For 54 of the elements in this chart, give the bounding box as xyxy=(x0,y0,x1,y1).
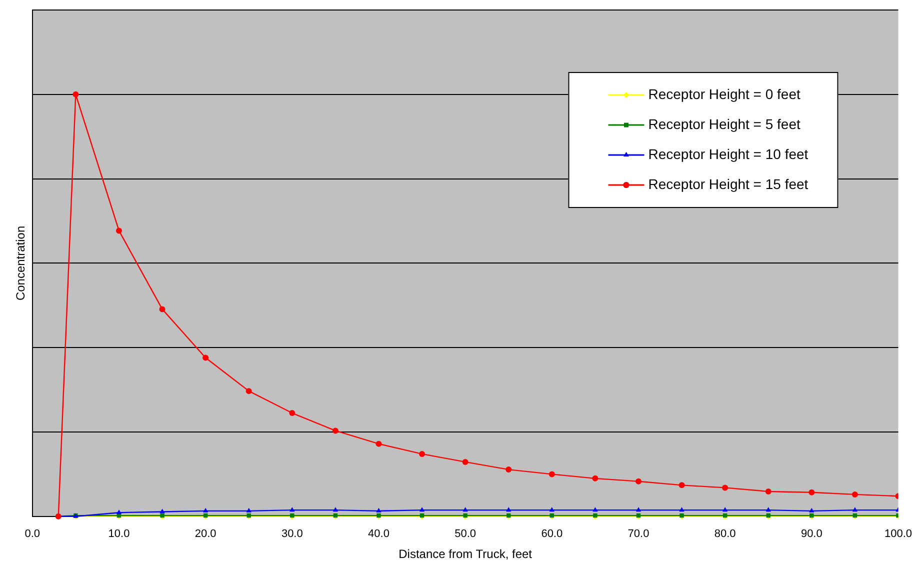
point xyxy=(462,458,468,465)
legend-label: Receptor Height = 15 feet xyxy=(648,176,808,192)
point xyxy=(462,507,468,512)
point xyxy=(376,440,382,447)
point xyxy=(160,508,165,514)
point xyxy=(202,354,209,361)
point xyxy=(116,510,122,514)
point xyxy=(116,228,122,234)
x-tick-label: 70.0 xyxy=(628,528,650,540)
point xyxy=(506,466,512,473)
point xyxy=(852,491,858,498)
point xyxy=(809,508,814,512)
point xyxy=(246,508,252,512)
point xyxy=(636,507,642,512)
legend-label: Receptor Height = 0 feet xyxy=(648,86,800,102)
point xyxy=(549,507,554,512)
point xyxy=(679,507,684,512)
point xyxy=(202,508,208,512)
point xyxy=(808,489,815,496)
point xyxy=(419,450,426,457)
point xyxy=(548,471,555,478)
x-tick-label: 100.0 xyxy=(884,528,912,540)
x-tick-label: 10.0 xyxy=(108,528,130,540)
point xyxy=(765,488,772,494)
point xyxy=(678,482,685,488)
point xyxy=(419,507,425,512)
point xyxy=(506,507,512,512)
legend-label: Receptor Height = 5 feet xyxy=(648,116,800,132)
x-tick-label: 80.0 xyxy=(714,528,736,540)
point xyxy=(332,507,338,512)
point xyxy=(290,507,295,512)
x-tick-label: 40.0 xyxy=(368,528,390,540)
x-tick-label: 20.0 xyxy=(194,528,216,540)
x-tick-label: 50.0 xyxy=(454,528,476,540)
point xyxy=(289,410,296,416)
point xyxy=(722,507,728,512)
x-axis-title: Distance from Truck, feet xyxy=(398,547,533,562)
legend-label: Receptor Height = 10 feet xyxy=(648,146,808,162)
point xyxy=(592,475,598,482)
point xyxy=(635,478,642,484)
point xyxy=(852,507,858,512)
point xyxy=(332,428,338,434)
point xyxy=(722,484,728,491)
x-tick-label: 30.0 xyxy=(281,528,303,540)
point xyxy=(766,507,771,512)
point xyxy=(246,388,252,394)
point xyxy=(376,508,382,512)
point xyxy=(592,507,598,512)
point xyxy=(159,306,166,312)
x-tick-label: 0.0 xyxy=(24,528,40,540)
x-tick-label: 60.0 xyxy=(541,528,563,540)
y-axis-title: Concentration xyxy=(14,226,28,301)
point xyxy=(72,91,79,98)
x-tick-label: 90.0 xyxy=(800,528,822,540)
